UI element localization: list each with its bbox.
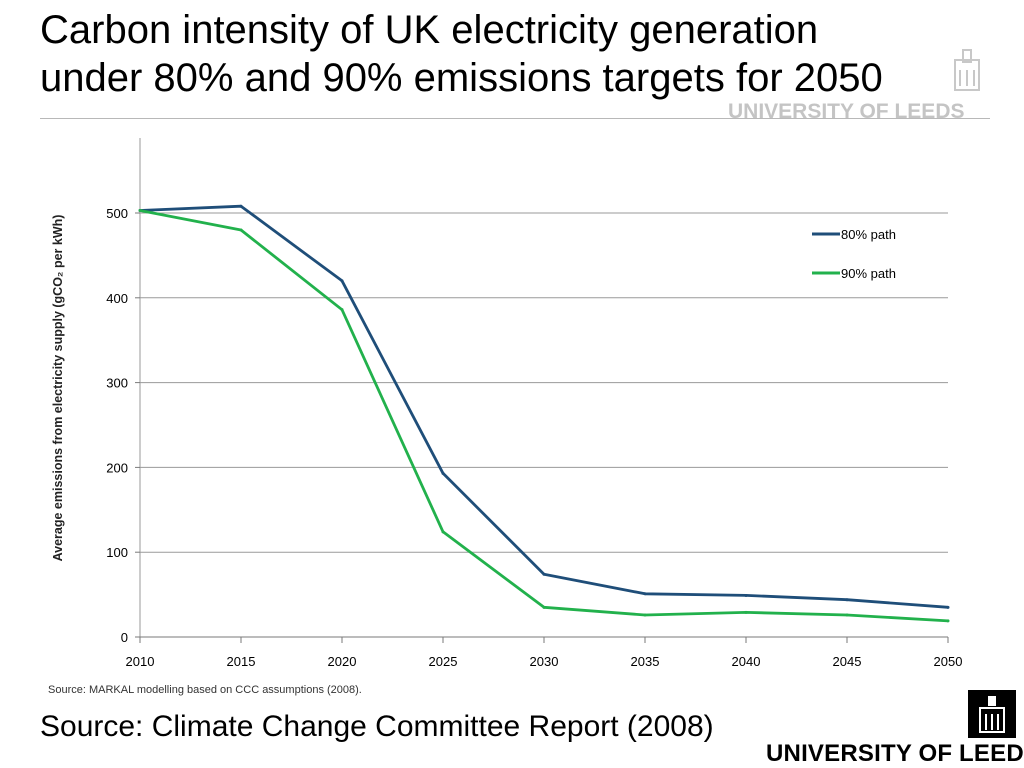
slide-title-line1: Carbon intensity of UK electricity gener… <box>40 8 819 52</box>
y-tick-label-300: 300 <box>106 376 128 391</box>
legend-label-90: 90% path <box>841 266 896 281</box>
x-tick-label-2020: 2020 <box>328 654 357 669</box>
x-tick-label-2030: 2030 <box>530 654 559 669</box>
y-tick-label-500: 500 <box>106 206 128 221</box>
x-tick-label-2010: 2010 <box>126 654 155 669</box>
y-axis-label: Average emissions from electricity suppl… <box>51 215 65 562</box>
university-watermark: UNIVERSITY OF LEEDS <box>728 100 965 123</box>
data-point-80-2050 <box>946 605 950 609</box>
data-point-80-2030 <box>542 572 546 576</box>
x-tick-label-2045: 2045 <box>833 654 862 669</box>
data-point-80-2045 <box>845 598 849 602</box>
x-tick-label-2040: 2040 <box>732 654 761 669</box>
data-point-90-2045 <box>845 613 849 617</box>
x-tick-label-2025: 2025 <box>429 654 458 669</box>
x-tick-label-2015: 2015 <box>227 654 256 669</box>
university-logo-text: UNIVERSITY OF LEEDS <box>766 740 1024 767</box>
y-tick-label-400: 400 <box>106 291 128 306</box>
data-point-90-2025 <box>441 530 445 534</box>
x-tick-label-2035: 2035 <box>631 654 660 669</box>
data-point-90-2020 <box>340 308 344 312</box>
data-point-80-2040 <box>744 593 748 597</box>
data-point-90-2035 <box>643 613 647 617</box>
x-tick-label-2050: 2050 <box>934 654 963 669</box>
series-line-80-path <box>139 204 949 609</box>
data-point-80-2020 <box>340 279 344 283</box>
title-divider <box>40 118 990 119</box>
data-point-90-2015 <box>239 228 243 232</box>
y-tick-label-0: 0 <box>121 630 128 645</box>
legend-label-80: 80% path <box>841 227 896 242</box>
y-tick-label-100: 100 <box>106 545 128 560</box>
data-point-80-2025 <box>441 471 445 475</box>
data-point-90-2030 <box>542 605 546 609</box>
y-tick-label-200: 200 <box>106 460 128 475</box>
slide-title: Carbon intensity of UK electricity gener… <box>40 6 1000 102</box>
data-point-90-2010 <box>138 208 142 212</box>
data-point-90-2050 <box>946 619 950 623</box>
slide-title-line2: under 80% and 90% emissions targets for … <box>40 56 883 100</box>
data-point-90-2040 <box>744 610 748 614</box>
university-logo-icon <box>968 690 1016 738</box>
data-point-80-2035 <box>643 592 647 596</box>
data-point-80-2015 <box>239 204 243 208</box>
slide-source-footer: Source: Climate Change Committee Report … <box>40 710 714 743</box>
watermark-crest-icon <box>954 49 980 91</box>
chart-source-note: Source: MARKAL modelling based on CCC as… <box>48 684 362 696</box>
